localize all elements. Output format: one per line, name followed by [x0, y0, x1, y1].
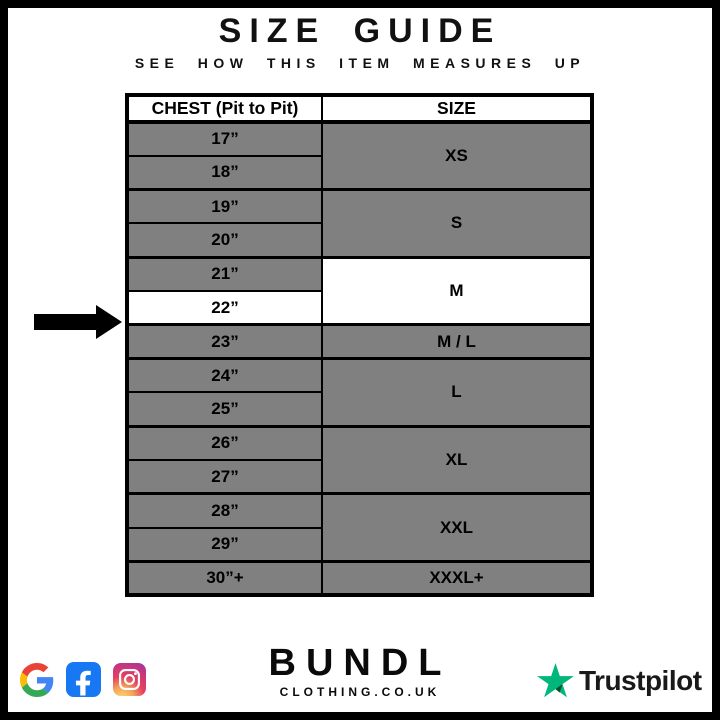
table-header-row: CHEST (Pit to Pit) SIZE	[126, 94, 593, 124]
trustpilot-label: Trustpilot	[579, 664, 702, 696]
table-row: 25”	[126, 391, 592, 428]
chest-cell: 20”	[126, 222, 323, 259]
facebook-icon	[66, 662, 101, 697]
size-table-body: 17” XS 18” 19” S 20” 21” M 22” 23” M / L 24” L 25” 26”…	[126, 120, 593, 597]
table-row: 24” L	[126, 357, 593, 428]
table-row: 20”	[126, 222, 592, 259]
table-row: 17” XS	[126, 120, 593, 191]
table-row: 30”+ XXXL+	[126, 559, 593, 597]
table-row: 26” XL	[126, 424, 593, 495]
size-cell: S	[321, 188, 593, 259]
table-row: 22”	[126, 289, 592, 326]
chest-cell: 24”	[126, 357, 323, 394]
row-indicator-arrow-icon	[34, 305, 122, 339]
table-row: 21” M	[126, 255, 593, 326]
chest-cell: 17”	[126, 120, 323, 157]
chest-cell: 27”	[126, 458, 323, 495]
chest-cell: 25”	[126, 391, 323, 428]
table-row: 18”	[126, 154, 592, 191]
google-icon	[20, 662, 54, 697]
chest-cell: 26”	[126, 424, 323, 461]
size-column-header: SIZE	[321, 94, 593, 124]
chest-cell: 29”	[126, 526, 323, 563]
social-icons-row	[20, 662, 146, 697]
size-guide-table: CHEST (Pit to Pit) SIZE 17” XS 18” 19” S 20” 2…	[125, 93, 594, 598]
chest-cell: 19”	[126, 188, 323, 225]
chest-cell: 21”	[126, 255, 323, 292]
table-row: 29”	[126, 526, 592, 563]
chest-cell: 23”	[126, 323, 323, 360]
chest-cell: 30”+	[126, 559, 323, 597]
table-row: 28” XXL	[126, 492, 593, 563]
chest-cell: 28”	[126, 492, 323, 529]
chest-cell: 22”	[126, 289, 323, 326]
brand-name: BUNDL	[268, 642, 452, 684]
size-cell: L	[321, 357, 593, 428]
size-cell: XXXL+	[321, 559, 593, 597]
table-row: 19” S	[126, 188, 593, 259]
page-title: SIZE GUIDE	[218, 12, 502, 50]
page-subtitle: SEE HOW THIS ITEM MEASURES UP	[134, 55, 586, 71]
brand-domain: CLOTHING.CO.UK	[279, 685, 441, 699]
table-row: 27”	[126, 458, 592, 495]
trustpilot-star-icon	[537, 663, 574, 698]
chest-column-header: CHEST (Pit to Pit)	[126, 94, 323, 124]
size-cell: XS	[321, 120, 593, 191]
size-cell: M	[321, 255, 593, 326]
brand-logo: BUNDL CLOTHING.CO.UK	[269, 644, 452, 699]
size-cell: M / L	[321, 323, 593, 360]
table-row: 23” M / L	[126, 323, 593, 360]
size-cell: XL	[321, 424, 593, 495]
trustpilot-logo: Trustpilot	[537, 663, 702, 698]
chest-cell: 18”	[126, 154, 323, 191]
size-cell: XXL	[321, 492, 593, 563]
instagram-icon	[113, 663, 146, 696]
